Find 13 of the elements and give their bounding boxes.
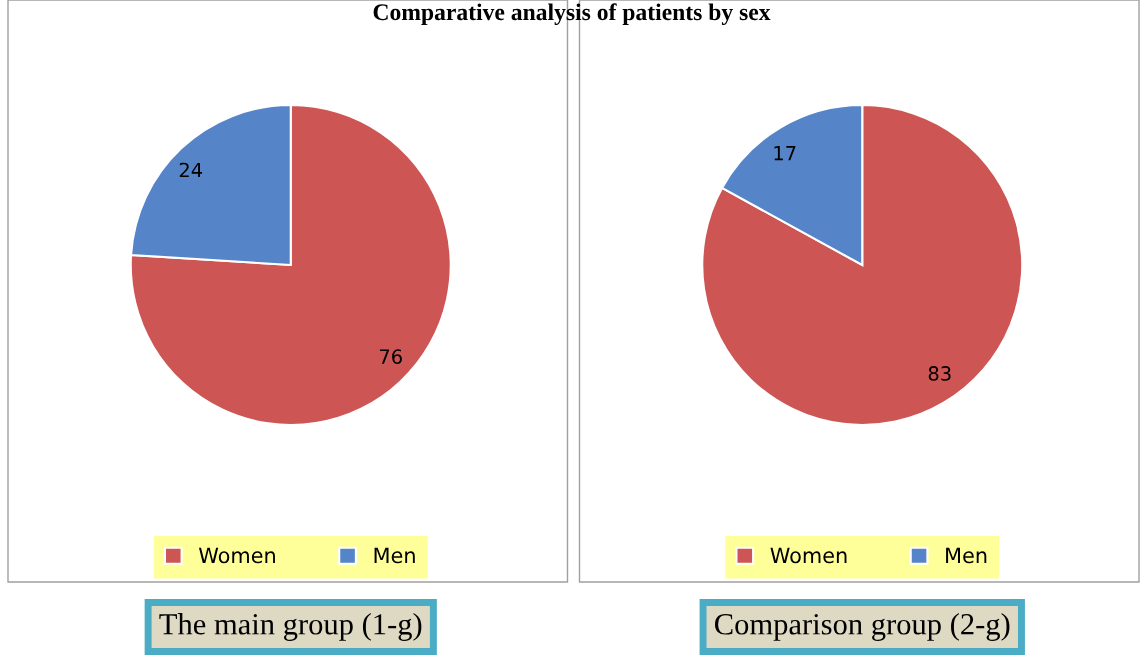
pie-slice	[701, 103, 1024, 427]
text: The main group (1-g)	[159, 613, 422, 641]
legend-label: Women	[770, 547, 847, 564]
data-label: 17	[774, 146, 796, 161]
pie-slice	[129, 103, 452, 427]
data-label: 83	[928, 366, 951, 381]
text: Comparison group (2-g)	[715, 613, 1010, 641]
legend-label: Women	[198, 547, 275, 564]
data-label: 76	[379, 349, 402, 364]
legend-label: Men	[946, 547, 987, 564]
legend-label: Men	[374, 547, 415, 564]
data-label: 24	[179, 162, 203, 178]
text: Comparative analysis of patients by sex	[373, 3, 771, 26]
